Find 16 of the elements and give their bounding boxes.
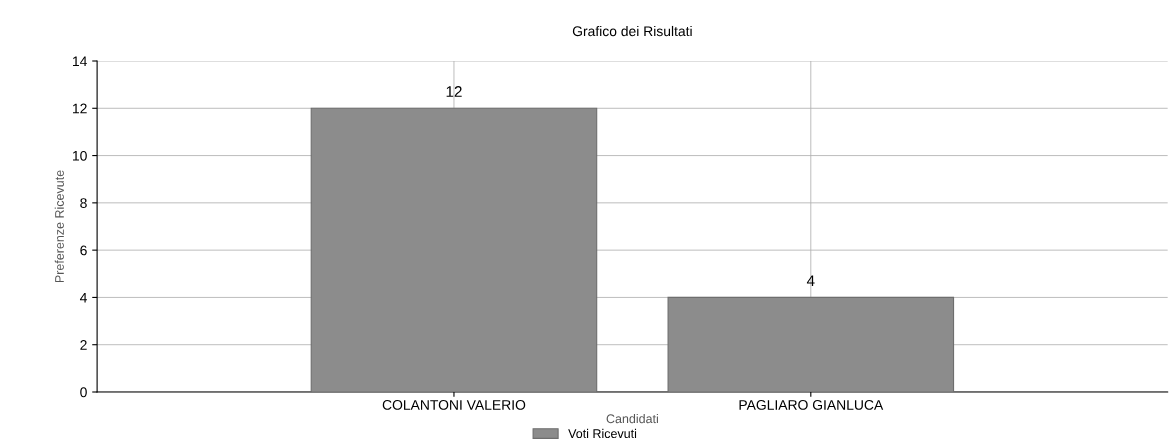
y-axis-title: Preferenze Ricevute (54, 170, 64, 283)
y-tick-label: 10 (73, 150, 87, 161)
y-tick-label: 6 (80, 245, 87, 256)
y-tick-label: 12 (73, 103, 87, 114)
chart-title: Grafico dei Risultati (572, 25, 692, 37)
y-tick-label: 14 (73, 56, 87, 67)
y-tick-label: 8 (80, 198, 87, 209)
x-axis-title: Candidati (606, 413, 658, 424)
y-tick-label: 0 (80, 387, 87, 398)
legend-label: Voti Ricevuti (568, 428, 637, 439)
x-tick-label: PAGLIARO GIANLUCA (739, 400, 884, 410)
data-label: 12 (446, 86, 462, 97)
data-label: 4 (806, 275, 815, 286)
y-tick-label: 4 (79, 292, 87, 303)
y-tick-label: 2 (80, 340, 87, 350)
x-tick-label: COLANTONI VALERIO (382, 400, 526, 410)
